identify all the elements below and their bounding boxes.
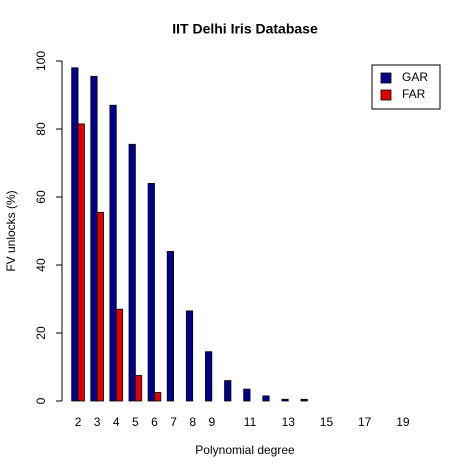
bar — [77, 123, 85, 402]
bar — [90, 75, 98, 402]
y-tick-label: 20 — [34, 326, 48, 340]
legend-swatch — [380, 89, 392, 101]
bar — [154, 392, 162, 402]
bar — [134, 375, 143, 402]
y-tick-label: 40 — [34, 258, 48, 272]
y-axis-label: FV unlocks (%) — [4, 190, 18, 271]
bar — [300, 398, 308, 402]
x-tick-label: 17 — [358, 415, 372, 429]
legend-label: FAR — [402, 87, 426, 101]
x-tick-label: 5 — [132, 415, 139, 429]
x-tick-label: 11 — [244, 415, 257, 429]
chart-title: IIT Delhi Iris Database — [172, 21, 318, 37]
bar — [166, 250, 174, 402]
bar — [262, 395, 270, 402]
bar — [281, 398, 289, 402]
bar — [224, 380, 232, 402]
x-tick-label: 8 — [189, 415, 196, 429]
x-tick-label: 2 — [75, 415, 82, 429]
bar — [147, 182, 155, 402]
x-tick-label: 15 — [320, 415, 334, 429]
bar — [243, 388, 251, 402]
y-tick-label: 60 — [34, 190, 48, 204]
bar — [71, 67, 79, 402]
x-tick-label: 9 — [208, 415, 215, 429]
legend-box — [371, 64, 441, 110]
x-tick-label: 4 — [113, 415, 120, 429]
y-tick-label: 0 — [34, 397, 48, 404]
x-axis-label: Polynomial degree — [195, 443, 295, 457]
bar — [185, 310, 194, 402]
bar — [128, 143, 136, 402]
y-tick-label: 80 — [34, 122, 48, 136]
legend-swatch — [380, 72, 392, 84]
y-tick-label: 100 — [34, 51, 48, 71]
x-tick-label: 6 — [151, 415, 158, 429]
x-tick-label: 13 — [282, 415, 296, 429]
legend-label: GAR — [402, 70, 428, 84]
x-tick-label: 7 — [170, 415, 177, 429]
bar — [115, 308, 124, 402]
bar — [96, 211, 104, 402]
x-tick-label: 3 — [94, 415, 101, 429]
x-tick-label: 19 — [396, 415, 410, 429]
bar — [205, 351, 213, 402]
bar — [109, 104, 117, 402]
